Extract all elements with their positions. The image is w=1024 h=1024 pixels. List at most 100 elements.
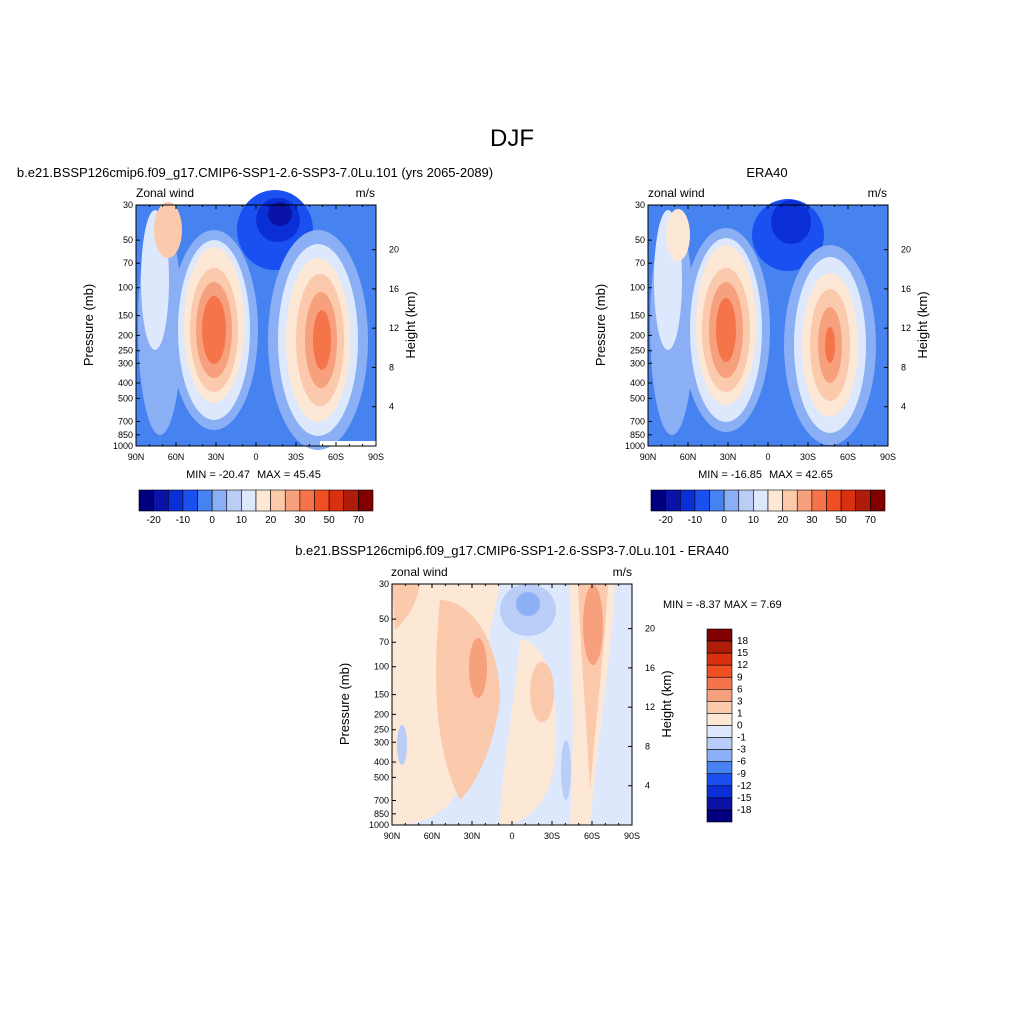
- colorbar-label: 0: [209, 515, 215, 526]
- x-tick-label: 60N: [168, 452, 185, 462]
- y-tick-label: 400: [630, 378, 645, 388]
- y-tick-label: 30: [379, 579, 389, 589]
- y-right-tick-label: 8: [901, 362, 906, 372]
- y-right-tick-label: 4: [901, 402, 906, 412]
- colorbar-swatch: [706, 725, 733, 738]
- colorbar-swatch: [706, 809, 733, 823]
- colorbar-swatch: [706, 737, 733, 750]
- y-tick-label: 100: [630, 283, 645, 293]
- colorbar-label: -20: [658, 515, 673, 526]
- colorbar-swatch: [314, 489, 330, 512]
- colorbar-swatch: [706, 761, 733, 775]
- y-tick-label: 500: [118, 393, 133, 403]
- x-tick-label: 30N: [720, 452, 737, 462]
- y-right-tick-label: 12: [645, 702, 655, 712]
- colorbar-swatch: [270, 489, 286, 512]
- colorbar-label: 6: [737, 684, 743, 695]
- y-right-tick-label: 16: [901, 284, 911, 294]
- panel-obs-ylabel-right: Height (km): [915, 291, 930, 358]
- y-tick-label: 250: [118, 346, 133, 356]
- colorbar-label: 12: [737, 660, 749, 671]
- x-tick-label: 90N: [384, 831, 401, 841]
- panel-model-min: MIN = -20.47: [186, 469, 250, 481]
- panel-diff: b.e21.BSSP126cmip6.f09_g17.CMIP6-SSP1-2.…: [295, 543, 781, 841]
- colorbar-label: 1: [737, 708, 743, 719]
- colorbar-label: 50: [836, 515, 848, 526]
- colorbar-label: 0: [737, 721, 743, 732]
- colorbar-swatch: [343, 489, 359, 512]
- panel-model-ylabel-right: Height (km): [403, 291, 418, 358]
- x-tick-label: 30S: [800, 452, 816, 462]
- x-tick-label: 0: [253, 452, 258, 462]
- colorbar-swatch: [679, 489, 696, 512]
- y-tick-label: 200: [630, 330, 645, 340]
- colorbar-swatch: [706, 652, 733, 666]
- panel-model-title: b.e21.BSSP126cmip6.f09_g17.CMIP6-SSP1-2.…: [17, 165, 493, 180]
- y-tick-label: 100: [374, 662, 389, 672]
- colorbar-swatch: [328, 489, 345, 512]
- y-tick-label: 700: [374, 795, 389, 805]
- colorbar-label: 10: [748, 515, 760, 526]
- y-tick-label: 100: [118, 283, 133, 293]
- y-tick-label: 500: [374, 772, 389, 782]
- colorbar-swatch: [782, 489, 798, 512]
- colorbar-label: 10: [236, 515, 248, 526]
- colorbar-label: -1: [737, 733, 746, 744]
- panel-diff-plot-area: [391, 583, 633, 826]
- colorbar-swatch: [706, 773, 733, 787]
- colorbar-swatch: [840, 489, 857, 512]
- colorbar-label: -12: [737, 781, 752, 792]
- y-tick-label: 400: [118, 378, 133, 388]
- x-tick-label: 60N: [680, 452, 697, 462]
- panel-obs-plot-area: [647, 199, 889, 447]
- x-tick-label: 30N: [208, 452, 225, 462]
- y-tick-label: 850: [118, 430, 133, 440]
- colorbar-label: 18: [737, 636, 749, 647]
- colorbar-swatch: [870, 489, 886, 512]
- y-tick-label: 30: [123, 200, 133, 210]
- colorbar-label: 20: [777, 515, 789, 526]
- panel-diff-ylabel: Pressure (mb): [337, 663, 352, 745]
- colorbar-swatch: [138, 489, 154, 512]
- panel-obs-min: MIN = -16.85: [698, 469, 762, 481]
- x-tick-label: 60N: [424, 831, 441, 841]
- panel-diff-variable: zonal wind: [391, 565, 448, 579]
- panel-model-y-right-ticks: 20 16 12 8 4: [372, 245, 399, 412]
- y-tick-label: 1000: [625, 441, 645, 451]
- x-tick-label: 90S: [624, 831, 640, 841]
- colorbar-label: 15: [737, 648, 749, 659]
- panel-obs-units: m/s: [868, 186, 887, 200]
- colorbar-label: 70: [353, 515, 365, 526]
- panel-diff-ylabel-right: Height (km): [659, 670, 674, 737]
- y-right-tick-label: 8: [389, 362, 394, 372]
- colorbar-label: 70: [865, 515, 877, 526]
- y-tick-label: 500: [630, 393, 645, 403]
- colorbar-swatch: [197, 489, 213, 512]
- panel-diff-title: b.e21.BSSP126cmip6.f09_g17.CMIP6-SSP1-2.…: [295, 543, 729, 558]
- colorbar-swatch: [706, 676, 733, 690]
- colorbar-label: 50: [324, 515, 336, 526]
- y-tick-label: 250: [630, 346, 645, 356]
- colorbar-swatch: [665, 489, 681, 512]
- colorbar-label: 0: [721, 515, 727, 526]
- panel-obs-y-right-ticks: 20 16 12 8 4: [884, 245, 911, 412]
- colorbar-swatch: [855, 489, 871, 512]
- colorbar-label: -18: [737, 805, 752, 816]
- colorbar-label: -3: [737, 745, 746, 756]
- panel-model-x-ticks: 90N 60N 30N 0 30S 60S 90S: [128, 205, 384, 462]
- y-tick-label: 70: [379, 637, 389, 647]
- y-right-tick-label: 12: [389, 323, 399, 333]
- y-tick-label: 200: [374, 709, 389, 719]
- colorbar-swatch: [284, 489, 301, 512]
- y-right-tick-label: 4: [389, 402, 394, 412]
- y-tick-label: 70: [123, 258, 133, 268]
- colorbar-swatch: [226, 489, 242, 512]
- y-right-tick-label: 16: [389, 284, 399, 294]
- colorbar-label: 9: [737, 672, 743, 683]
- colorbar-swatch: [826, 489, 842, 512]
- y-tick-label: 50: [379, 614, 389, 624]
- y-right-tick-label: 20: [645, 624, 655, 634]
- y-tick-label: 150: [374, 690, 389, 700]
- panel-obs-variable: zonal wind: [648, 186, 705, 200]
